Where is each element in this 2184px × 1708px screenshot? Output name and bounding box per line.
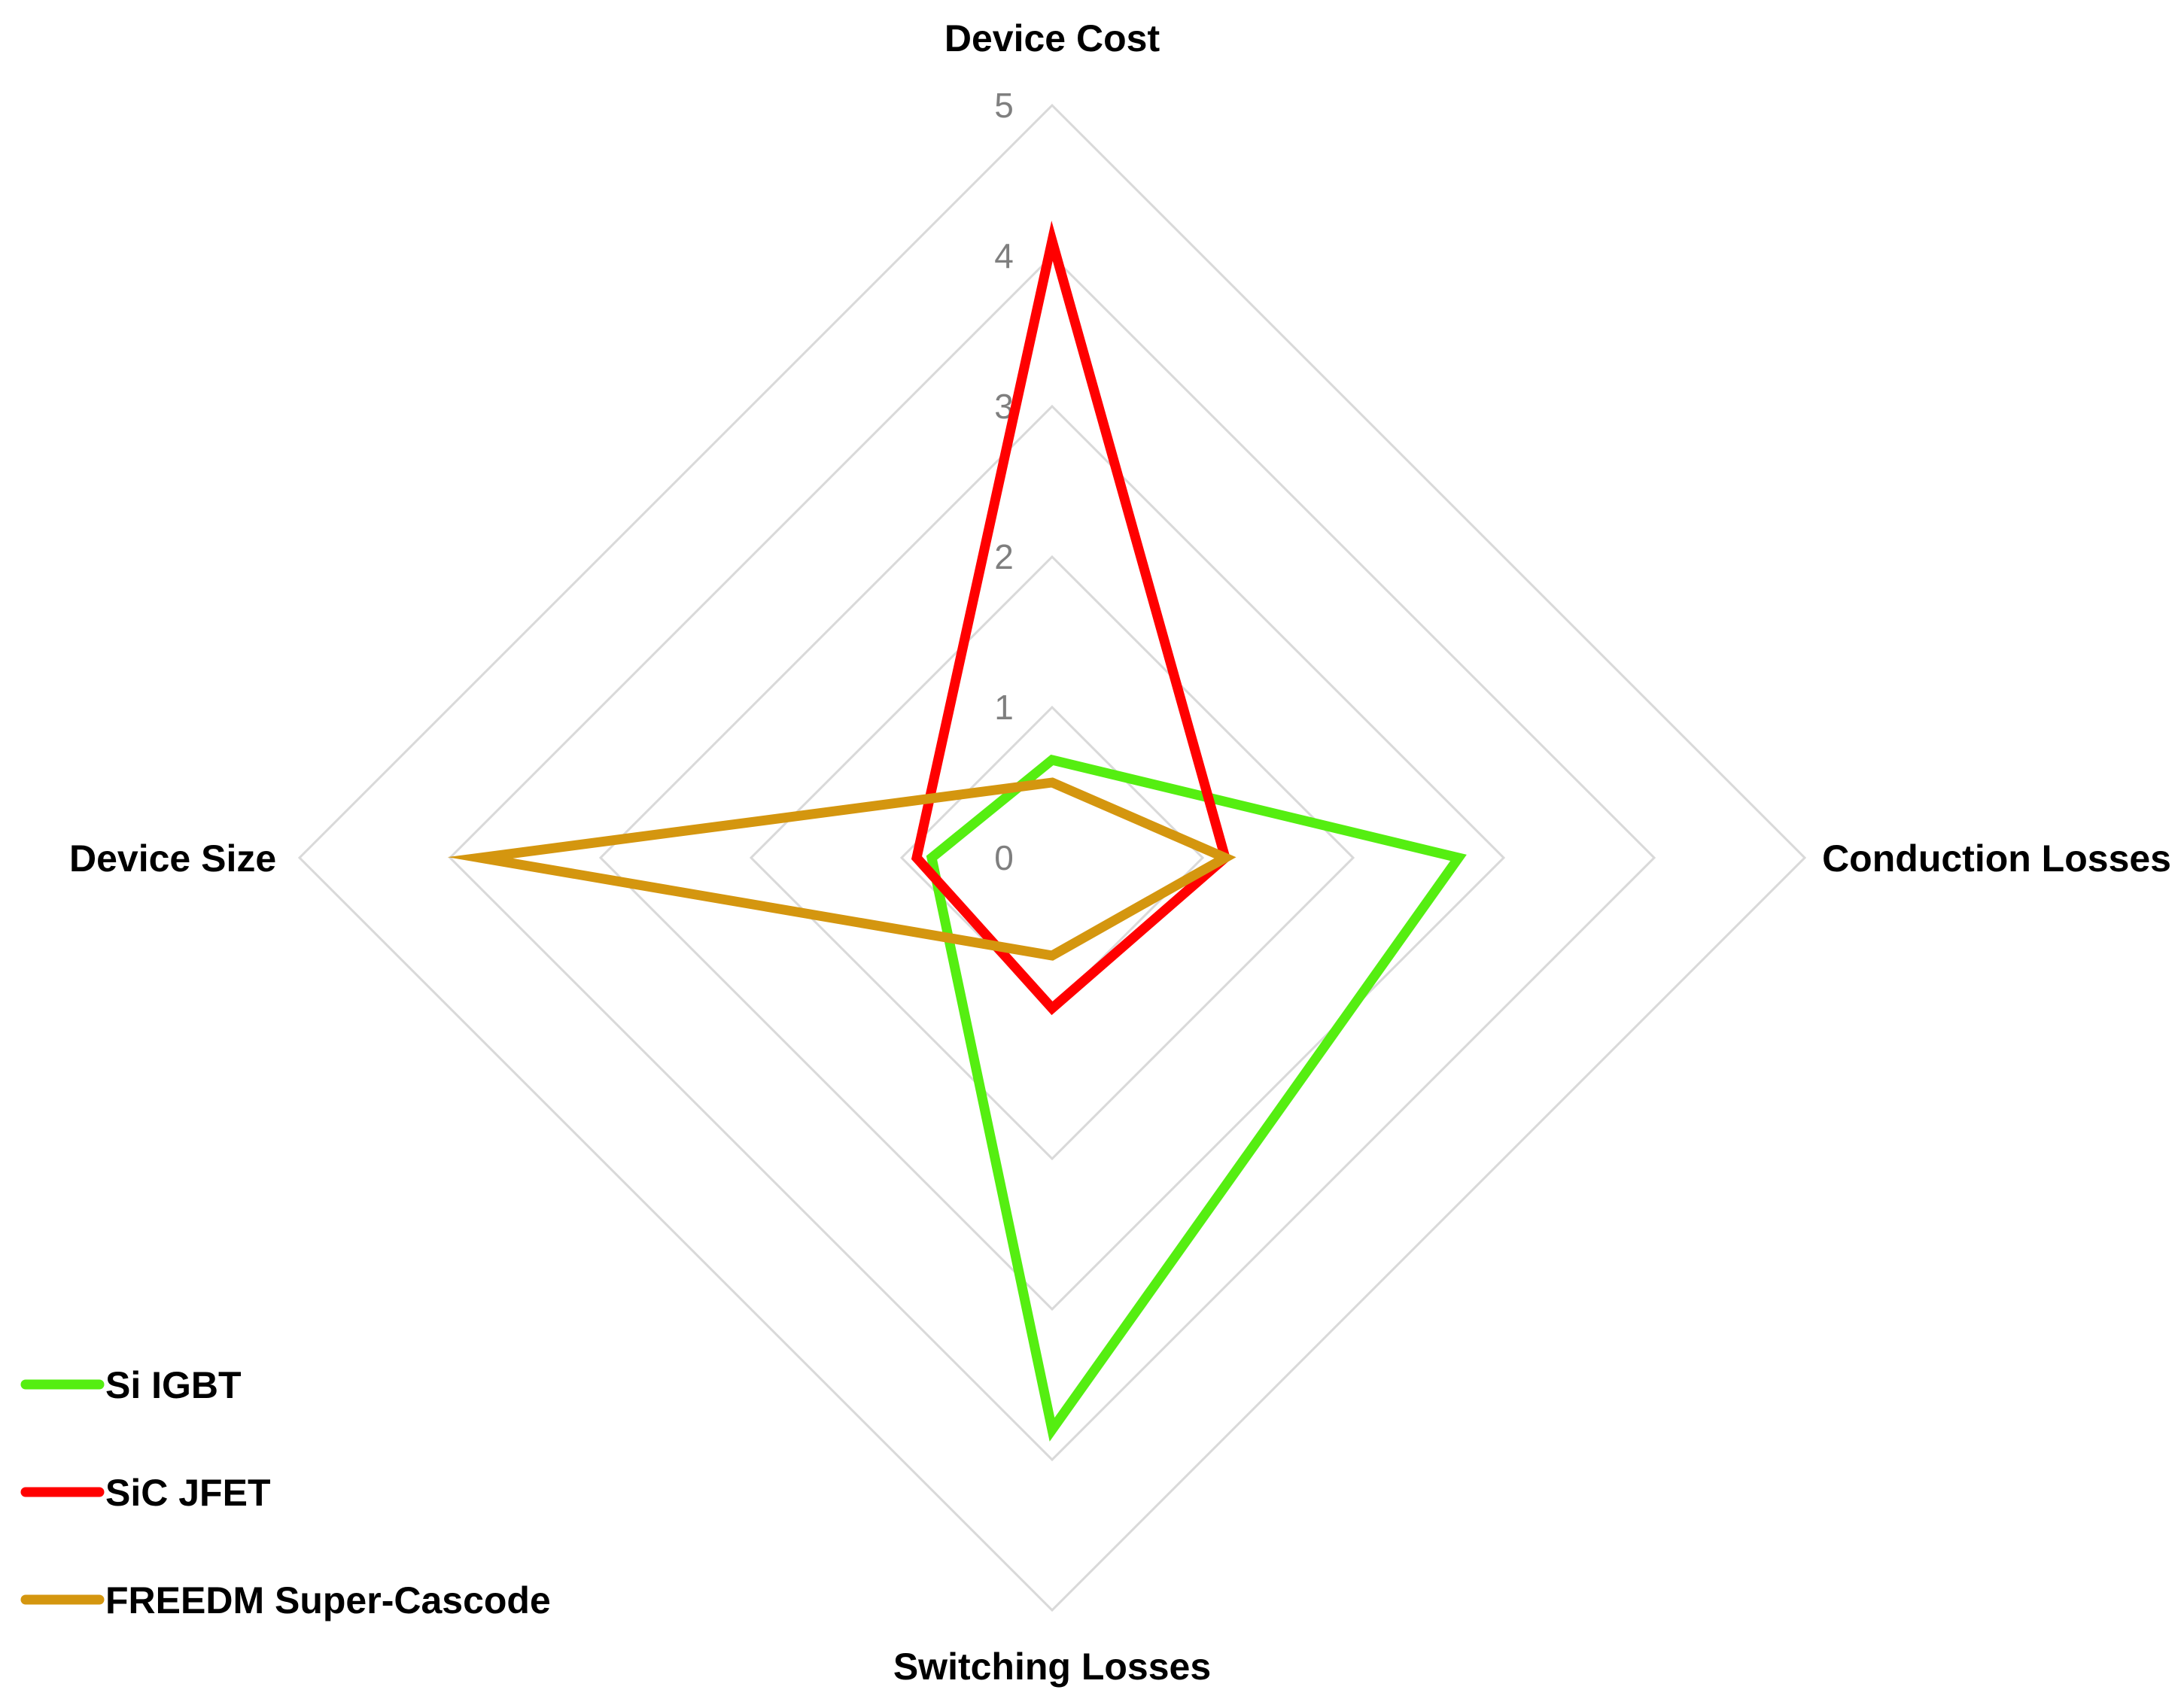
- series-si-igbt: [926, 754, 1467, 1442]
- legend-item-sic-jfet: SiC JFET: [20, 1472, 270, 1514]
- legend-label-si-igbt: Si IGBT: [105, 1364, 242, 1406]
- grid-ring-4: [448, 254, 1656, 1462]
- tick-label-2: 2: [994, 537, 1014, 576]
- tick-label-1: 1: [994, 688, 1014, 727]
- legend-label-freedm-super-cascode: FREEDM Super-Cascode: [105, 1579, 551, 1621]
- grid-ring-5: [297, 103, 1807, 1612]
- grid-ring-2: [749, 555, 1355, 1161]
- tick-label-5: 5: [994, 86, 1014, 125]
- axis-label-device-size: Device Size: [69, 837, 276, 880]
- series-freedm-super-cascode: [447, 777, 1236, 961]
- grid-ring-3: [598, 404, 1506, 1311]
- tick-label-0: 0: [994, 838, 1014, 877]
- legend-item-si-igbt: Si IGBT: [20, 1364, 242, 1406]
- radar-grid: [297, 103, 1807, 1612]
- series-layer: [447, 220, 1467, 1442]
- series-sic-jfet: [911, 220, 1231, 1016]
- axis-label-switching-losses: Switching Losses: [893, 1646, 1211, 1688]
- axis-label-device-cost: Device Cost: [944, 17, 1160, 59]
- legend: Si IGBT SiC JFET FREEDM Super-Cascode: [20, 1364, 551, 1621]
- legend-item-freedm-super-cascode: FREEDM Super-Cascode: [20, 1579, 551, 1621]
- legend-label-sic-jfet: SiC JFET: [105, 1472, 270, 1514]
- tick-label-4: 4: [994, 236, 1014, 275]
- grid-ring-1: [899, 705, 1205, 1011]
- axis-label-conduction-losses: Conduction Losses: [1822, 837, 2171, 880]
